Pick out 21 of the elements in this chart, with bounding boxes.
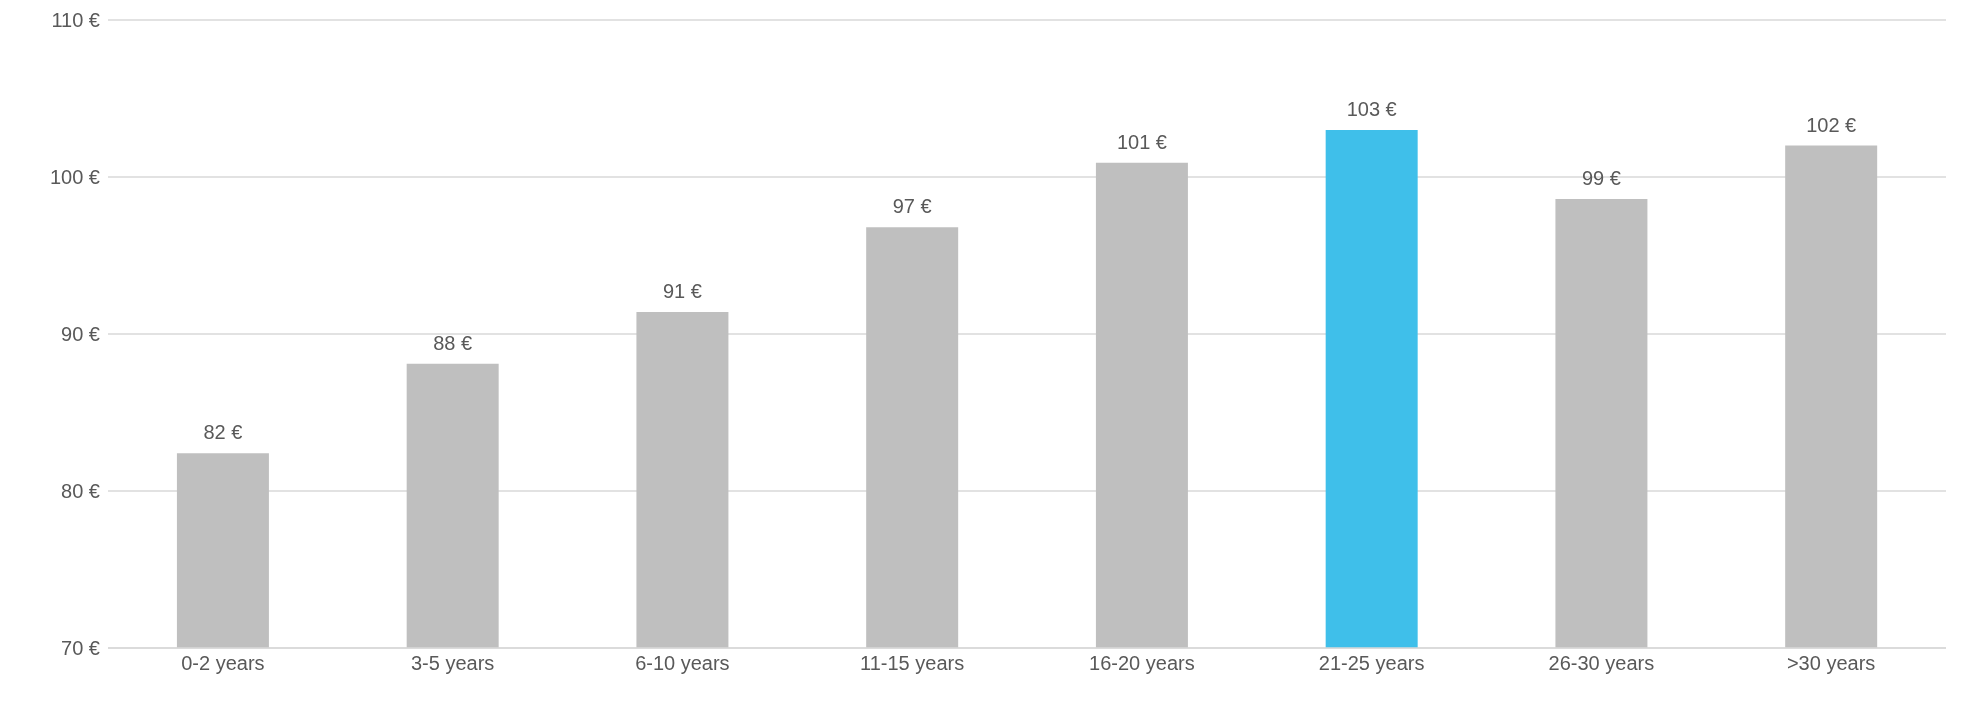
- y-tick-label: 80 €: [61, 480, 100, 503]
- y-tick-label: 100 €: [49, 166, 100, 189]
- x-tick-label: 11-15 years: [860, 652, 965, 675]
- x-tick-label: 6-10 years: [635, 652, 730, 675]
- x-tick-label: 16-20 years: [1089, 652, 1195, 675]
- data-label: 82 €: [203, 421, 243, 444]
- data-label: 102 €: [1806, 113, 1857, 136]
- x-tick-label: >30 years: [1786, 652, 1876, 675]
- data-label: 91 €: [662, 280, 702, 303]
- y-tick-label: 70 €: [61, 637, 100, 660]
- data-label: 88 €: [433, 331, 473, 354]
- data-label: 99 €: [1581, 166, 1621, 189]
- x-tick-label: 21-25 years: [1318, 652, 1425, 675]
- x-tick-label: 3-5 years: [410, 652, 495, 675]
- y-tick-label: 90 €: [61, 323, 100, 346]
- x-tick-label: 0-2 years: [181, 652, 265, 675]
- y-tick-label: 110 €: [51, 9, 100, 32]
- data-label: 103 €: [1346, 97, 1397, 120]
- data-label: 97 €: [892, 195, 932, 218]
- x-tick-label: 26-30 years: [1548, 652, 1655, 675]
- data-label: 101 €: [1116, 130, 1167, 153]
